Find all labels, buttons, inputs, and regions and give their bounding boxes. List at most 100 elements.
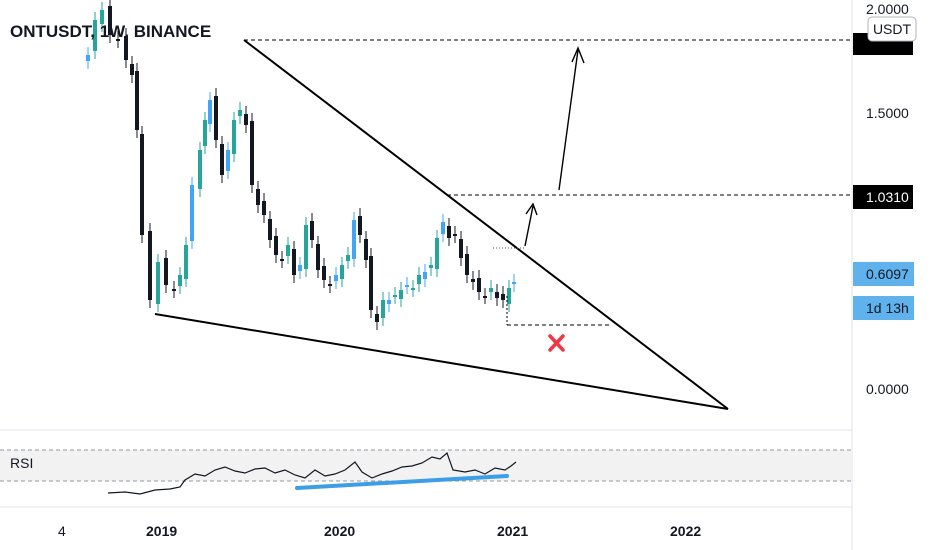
candle-body xyxy=(298,265,302,271)
candle-body xyxy=(423,272,427,279)
candle-body xyxy=(130,64,134,75)
candle-body xyxy=(316,244,320,270)
time-label-2019: 2019 xyxy=(146,523,177,539)
candle-body xyxy=(381,300,385,318)
candle-body xyxy=(369,256,373,310)
arrow-short-head xyxy=(525,202,538,216)
time-label-2020: 2020 xyxy=(324,523,355,539)
candle-body xyxy=(334,275,338,281)
candle-body xyxy=(459,239,463,258)
candle-body xyxy=(198,150,202,189)
candle-body xyxy=(86,55,90,61)
candle-body xyxy=(507,288,511,304)
invalidation-x-icon xyxy=(548,334,565,352)
arrow-long-head xyxy=(571,46,585,64)
candle-body xyxy=(477,278,481,292)
candle-body xyxy=(148,231,152,300)
time-label-2021: 2021 xyxy=(497,523,528,539)
candle-body xyxy=(417,275,421,284)
candle-body xyxy=(274,236,278,255)
rsi-line xyxy=(107,451,517,495)
candle-body xyxy=(358,216,362,235)
price-tick-top-partial: 2.0000 xyxy=(866,1,909,17)
candle-body xyxy=(489,288,493,292)
wedge-upper-trendline xyxy=(243,39,729,410)
candle-body xyxy=(93,20,97,51)
candle-body xyxy=(164,258,168,285)
candle-body xyxy=(304,225,308,269)
candle-body xyxy=(495,292,499,298)
candle-body xyxy=(203,120,207,146)
tag-1031: 1.0310 xyxy=(853,185,913,209)
candle-body xyxy=(184,245,188,279)
candle-body xyxy=(232,120,236,154)
candle-body xyxy=(108,6,112,35)
time-label-2022: 2022 xyxy=(670,523,701,539)
tag-last-price-label: 0.6097 xyxy=(866,266,909,282)
candle-body xyxy=(286,245,290,256)
candle-body xyxy=(375,314,379,322)
candles-layer xyxy=(86,0,516,330)
candle-body xyxy=(387,300,391,304)
candle-body xyxy=(328,284,332,286)
candle-body xyxy=(471,279,475,282)
candle-body xyxy=(135,71,139,130)
candle-body xyxy=(280,259,284,261)
candle-body xyxy=(124,36,128,60)
candle-body xyxy=(116,39,120,41)
candle-body xyxy=(310,221,314,240)
candle-body xyxy=(140,134,144,235)
rsi-band xyxy=(0,450,852,481)
currency-selector[interactable]: USDT xyxy=(867,16,917,42)
wedge-drawing xyxy=(154,39,852,410)
candle-body xyxy=(483,296,487,298)
rsi-pane: RSI xyxy=(0,449,852,495)
symbol-title: ONTUSDT, 1W, BINANCE xyxy=(10,22,211,41)
candle-body xyxy=(352,220,356,259)
candle-body xyxy=(100,10,104,24)
candle-body xyxy=(346,255,350,261)
price-tick-1-5: 1.5000 xyxy=(866,105,909,121)
candle-body xyxy=(405,285,409,287)
candle-body xyxy=(364,239,368,260)
candle-body xyxy=(214,96,218,140)
candle-body xyxy=(208,100,212,124)
candle-body xyxy=(435,238,439,269)
candle-body xyxy=(256,189,260,205)
candle-body xyxy=(501,294,505,300)
currency-label: USDT xyxy=(873,21,912,37)
candle-body xyxy=(226,150,230,171)
tag-1031-label: 1.0310 xyxy=(866,189,909,205)
candle-body xyxy=(292,249,296,275)
price-tick-0: 0.0000 xyxy=(866,381,909,397)
candle-body xyxy=(322,266,326,280)
candle-body xyxy=(512,282,516,284)
candle-body xyxy=(156,262,160,304)
candle-body xyxy=(399,290,403,299)
candle-body xyxy=(441,222,445,234)
candle-body xyxy=(250,121,254,185)
candle-body xyxy=(447,226,451,238)
wedge-lower-trendline xyxy=(154,313,729,410)
candle-body xyxy=(220,144,224,175)
candle-body xyxy=(238,110,242,116)
tag-countdown-label: 1d 13h xyxy=(866,300,909,316)
arrow-short-shaft xyxy=(524,205,534,247)
candle-body xyxy=(190,185,194,241)
candle-body xyxy=(262,201,266,215)
candle-body xyxy=(429,265,433,268)
candle-body xyxy=(411,288,415,290)
candle-body xyxy=(268,219,272,240)
rsi-label: RSI xyxy=(10,455,33,471)
arrow-long-shaft xyxy=(558,49,579,191)
candle-body xyxy=(340,265,344,279)
rsi-trendline xyxy=(295,474,509,490)
candle-body xyxy=(453,234,457,236)
candle-body xyxy=(172,289,176,291)
candle-body xyxy=(465,254,469,275)
candle-body xyxy=(244,114,248,125)
candle-body xyxy=(178,275,182,286)
tag-last-price: 0.6097 1d 13h xyxy=(853,262,914,320)
time-label-4: 4 xyxy=(58,523,66,539)
